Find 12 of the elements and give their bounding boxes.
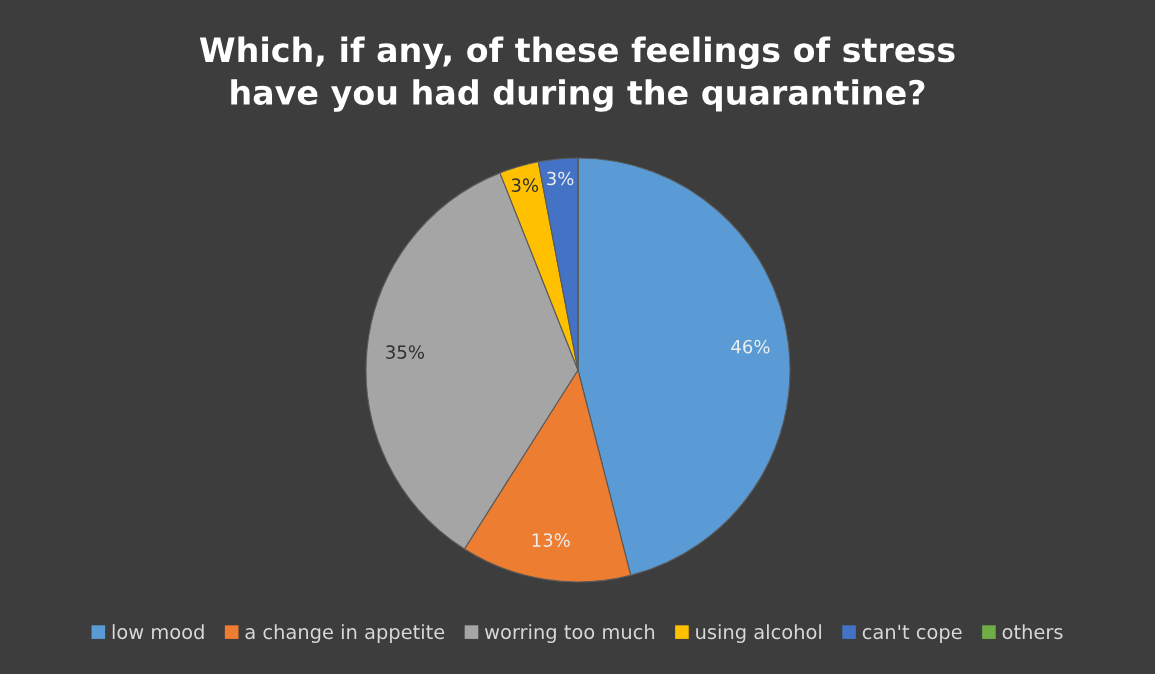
- data-label: 35%: [386, 345, 424, 359]
- data-label: 13%: [532, 533, 570, 547]
- legend-label: can't cope: [862, 624, 962, 643]
- legend-label: a change in appetite: [245, 624, 445, 643]
- data-label: 3%: [547, 171, 574, 186]
- data-label: 46%: [731, 339, 770, 354]
- chart-title: Which, if any, of these feelings of stress have you had during the quarantine?: [199, 36, 955, 112]
- data-label: 3%: [511, 178, 539, 193]
- legend-label: others: [1002, 624, 1063, 640]
- legend-label: worring too much: [484, 624, 655, 643]
- legend-label: using alcohol: [696, 624, 821, 643]
- legend-label: low mood: [112, 624, 204, 640]
